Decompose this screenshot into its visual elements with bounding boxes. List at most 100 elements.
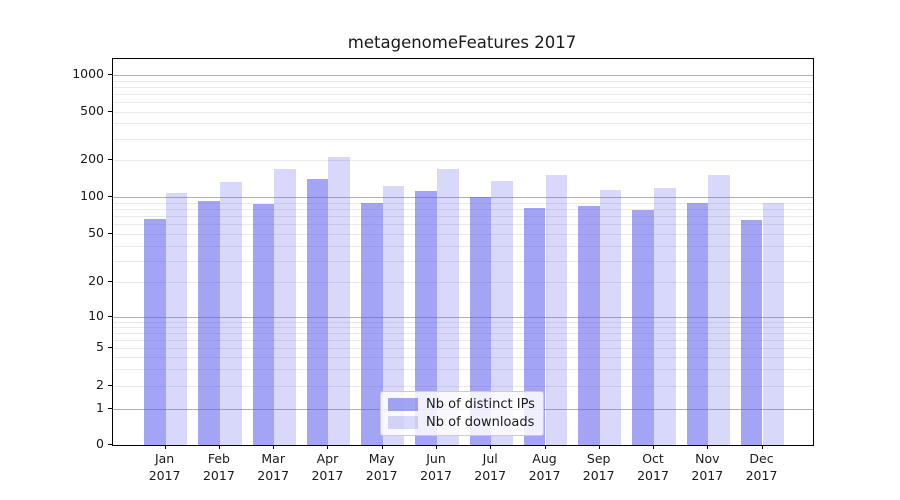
gridline-70 [113, 216, 813, 217]
y-tick-mark [108, 74, 112, 75]
x-tick-label-line: Jul [482, 451, 498, 466]
x-tick-label-line: May [368, 451, 395, 466]
legend: Nb of distinct IPs Nb of downloads [380, 391, 544, 436]
bar-downloads-may [382, 186, 405, 445]
gridline-7 [113, 333, 813, 334]
x-tick-label-line: Nov [695, 451, 720, 466]
y-tick-mark [108, 347, 112, 348]
gridline-2 [113, 385, 813, 387]
bar-downloads-sep [599, 190, 622, 445]
gridline-90 [113, 202, 813, 204]
gridline-400 [113, 123, 813, 125]
bar-distinct-ips-nov [686, 202, 709, 445]
x-tick-mark [164, 445, 166, 449]
x-tick-label-line: 2017 [202, 468, 235, 483]
x-tick-label: Feb 2017 [187, 450, 251, 484]
x-tick-label: Mar 2017 [241, 450, 305, 484]
x-tick-label-line: 2017 [582, 468, 615, 483]
x-tick-label: Oct 2017 [621, 450, 685, 484]
bar-distinct-ips-jan [143, 219, 166, 445]
x-tick-label-line: Mar [261, 451, 285, 466]
plot-area: Nb of distinct IPs Nb of downloads [112, 58, 814, 446]
x-tick-mark [436, 445, 437, 449]
gridline-300 [113, 138, 813, 140]
x-tick-label-line: 2017 [311, 468, 344, 483]
legend-swatch [388, 398, 418, 411]
x-tick-mark [598, 445, 600, 449]
x-tick-label-line: Apr [316, 451, 339, 466]
y-tick-label: 50 [88, 225, 104, 240]
bar-downloads-feb [219, 181, 242, 445]
x-tick-label: Nov 2017 [675, 450, 739, 484]
gridline-60 [113, 224, 813, 226]
x-tick-mark [653, 445, 654, 449]
y-tick-mark [108, 158, 112, 160]
bar-distinct-ips-jun [415, 190, 437, 445]
gridline-9 [113, 321, 813, 323]
gridline-1000 [113, 75, 813, 76]
y-tick-label: 100 [80, 188, 104, 203]
bar-distinct-ips-oct [632, 209, 654, 445]
gridline-600 [113, 102, 813, 103]
gridline-80 [113, 208, 813, 210]
gridline-700 [113, 93, 813, 95]
gridline-30 [113, 260, 813, 262]
x-tick-label-line: 2017 [474, 468, 507, 483]
x-tick-label: May 2017 [350, 450, 414, 484]
x-tick-label-line: 2017 [420, 468, 452, 483]
x-tick-label: Jul 2017 [458, 450, 522, 484]
y-tick-label: 0 [96, 436, 104, 451]
x-tick-mark [761, 445, 763, 449]
bar-distinct-ips-jul [469, 197, 492, 445]
x-tick-mark [544, 445, 546, 449]
bar-distinct-ips-mar [252, 204, 275, 445]
x-tick-label-line: 2017 [528, 468, 561, 483]
y-tick-label: 10 [88, 308, 104, 323]
legend-item-downloads: Nb of downloads [388, 415, 535, 430]
x-tick-mark [381, 445, 383, 449]
x-tick-label-line: Feb [207, 451, 230, 466]
gridline-500 [113, 111, 813, 113]
x-tick-label-line: 2017 [148, 468, 181, 483]
x-tick-label-line: 2017 [637, 468, 669, 483]
x-tick-label-line: Oct [642, 451, 664, 466]
x-tick-label-line: 2017 [745, 468, 778, 483]
gridline-5 [113, 348, 813, 349]
legend-label: Nb of distinct IPs [426, 397, 535, 412]
y-tick-mark [108, 407, 112, 409]
bar-distinct-ips-may [361, 203, 383, 445]
gridline-3 [113, 368, 813, 370]
bar-distinct-ips-dec [740, 220, 763, 445]
x-tick-label: Jan 2017 [133, 450, 197, 484]
x-tick-mark [327, 445, 329, 449]
y-tick-mark [108, 384, 112, 386]
y-tick-label: 500 [80, 102, 104, 118]
legend-item-distinct-ips: Nb of distinct IPs [388, 397, 535, 412]
bar-distinct-ips-aug [523, 208, 546, 445]
y-tick-label: 1 [96, 399, 104, 415]
bar-distinct-ips-feb [198, 201, 220, 445]
bar-downloads-apr [328, 157, 351, 445]
x-tick-label: Dec 2017 [730, 450, 794, 484]
bar-downloads-jan [165, 193, 188, 445]
x-tick-label: Sep 2017 [567, 450, 631, 484]
x-tick-label-line: Dec [749, 451, 774, 466]
x-tick-label-line: 2017 [691, 468, 724, 483]
chart-title: metagenomeFeatures 2017 [347, 33, 577, 52]
gridline-100 [113, 197, 813, 198]
bar-downloads-nov [708, 174, 730, 445]
bar-distinct-ips-sep [578, 206, 600, 445]
gridline-200 [113, 159, 813, 161]
y-tick-label: 200 [80, 150, 104, 166]
gridline-40 [113, 245, 813, 247]
gridline-6 [113, 339, 813, 341]
y-tick-label: 2 [96, 376, 104, 392]
bar-layer [113, 59, 813, 445]
y-tick-label: 1000 [72, 66, 104, 81]
bar-downloads-dec [762, 202, 785, 445]
legend-label: Nb of downloads [426, 415, 535, 430]
gridline-900 [113, 80, 813, 82]
x-tick-label-line: Jan [154, 451, 175, 466]
x-tick-label-line: 2017 [257, 468, 290, 483]
